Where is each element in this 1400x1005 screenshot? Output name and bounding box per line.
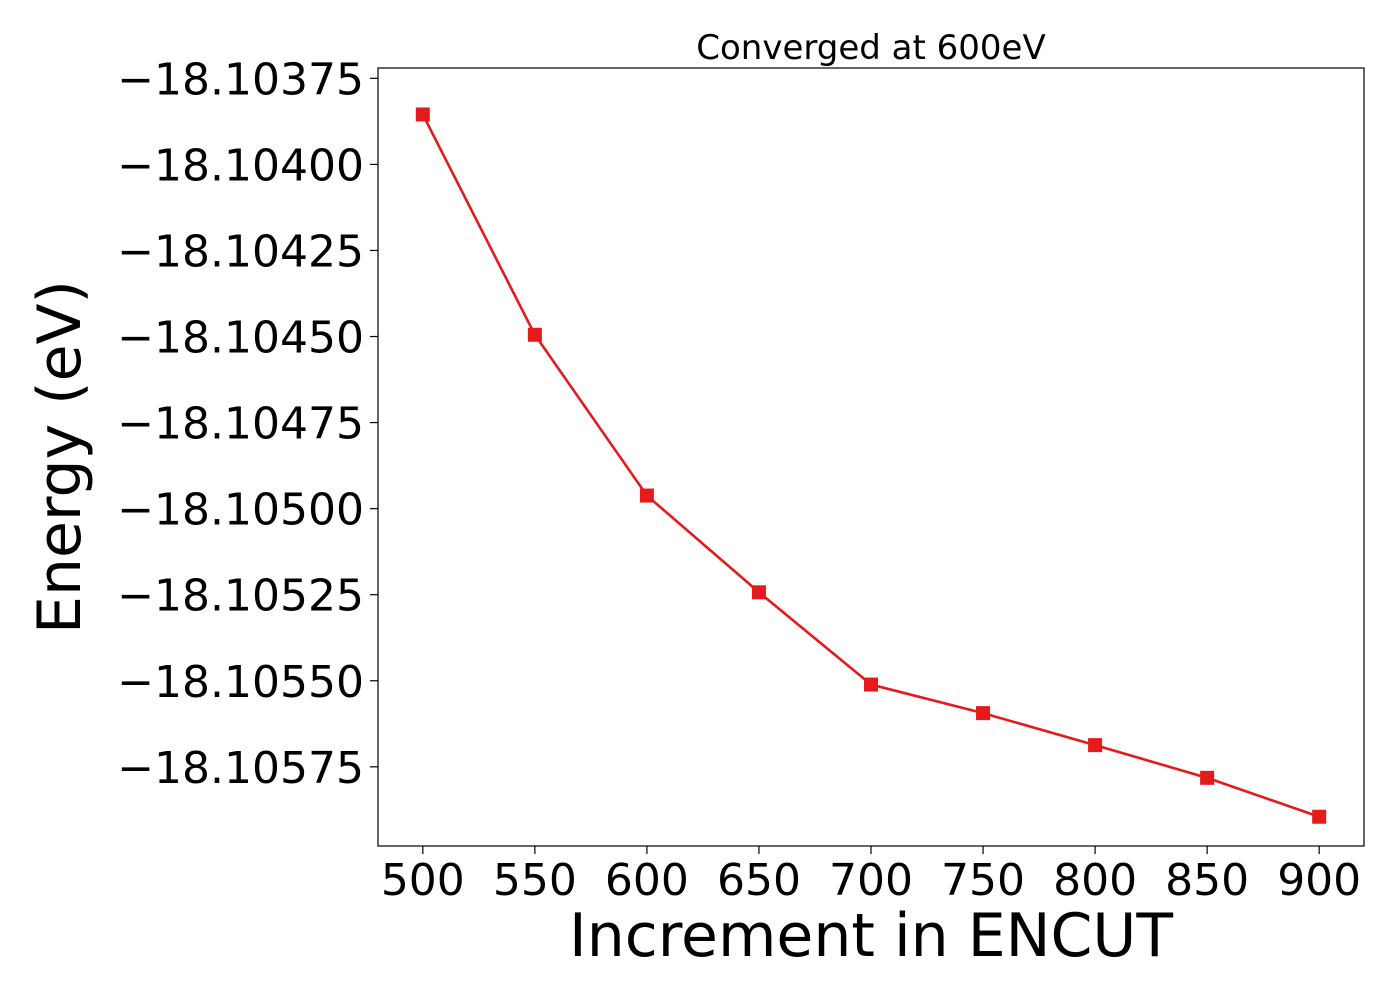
series-group <box>415 107 1327 824</box>
y-tick-label: −18.10525 <box>117 571 364 622</box>
y-tick-label: −18.10375 <box>117 54 364 105</box>
x-axis: 500 550 600 650 700 750 800 850 900 <box>381 846 1361 906</box>
y-tick-label: −18.10550 <box>117 657 364 708</box>
x-tick-label: 900 <box>1277 855 1361 906</box>
data-point-marker <box>1200 770 1215 785</box>
y-tick-label: −18.10425 <box>117 226 364 277</box>
y-tick-label: −18.10450 <box>117 313 364 364</box>
data-point-marker <box>976 706 991 721</box>
y-tick-label: −18.10400 <box>117 140 364 191</box>
series-line <box>421 113 1320 818</box>
x-tick-label: 750 <box>941 855 1025 906</box>
x-tick-label: 700 <box>829 855 913 906</box>
data-point-marker <box>415 107 430 122</box>
x-tick-label: 550 <box>493 855 577 906</box>
x-axis-title: Increment in ENCUT <box>569 901 1173 971</box>
y-axis: −18.10375 −18.10400 −18.10425 −18.10450 −18.… <box>117 54 378 794</box>
x-tick-label: 600 <box>605 855 689 906</box>
y-tick-label: −18.10575 <box>117 743 364 794</box>
data-point-marker <box>864 677 878 692</box>
data-point-marker <box>639 488 654 503</box>
x-tick-label: 500 <box>381 855 465 906</box>
x-tick-label: 850 <box>1165 855 1249 906</box>
x-tick-label: 800 <box>1053 855 1137 906</box>
data-point-marker <box>751 585 766 600</box>
y-tick-label: −18.10475 <box>117 399 364 450</box>
y-axis-title: Energy (eV) <box>25 280 95 634</box>
plot-area-frame <box>377 67 1365 847</box>
data-point-marker <box>1088 738 1103 753</box>
x-tick-label: 650 <box>717 855 801 906</box>
y-tick-label: −18.10500 <box>117 485 364 536</box>
chart-title: Converged at 600eV <box>696 28 1045 68</box>
data-point-marker <box>527 327 542 342</box>
data-point-marker <box>1312 809 1327 824</box>
